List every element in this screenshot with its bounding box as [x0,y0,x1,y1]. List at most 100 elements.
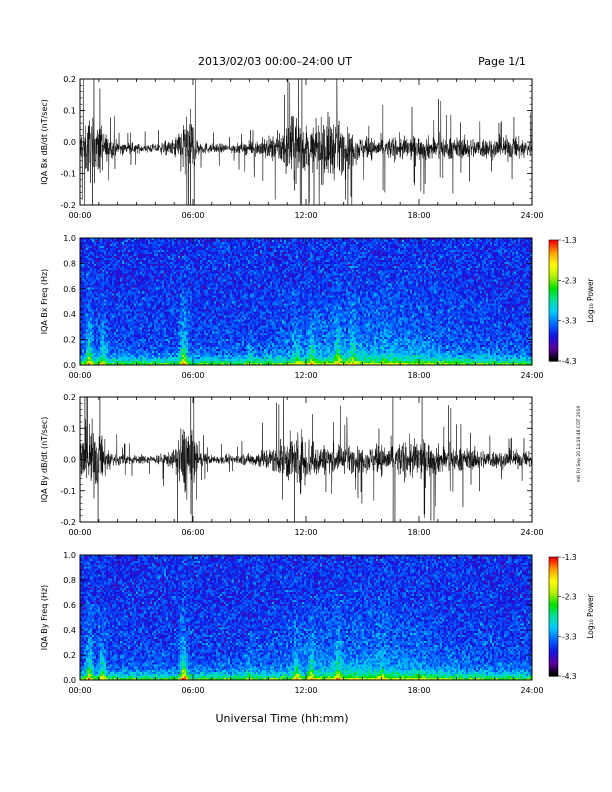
bx-spectrogram-colorbar-label: Log₁₀ Power [586,277,595,322]
bx-spectrogram-y-tick-label: 0.8 [63,259,76,268]
bx-spectrogram-colorbar-cell [549,328,558,332]
bx-spectrogram-colorbar-cell [549,274,558,277]
by-spectrogram-colorbar-cell [549,638,558,641]
by-spectrogram-y-tick-label: 0.2 [63,651,76,660]
bx-spectrogram-colorbar-cell [549,254,558,257]
by-spectrogram-colorbar-cell [549,560,558,564]
by-waveform-x-tick-label: 06:00 [181,528,204,537]
bx-spectrogram-colorbar-cell [549,348,558,352]
by-spectrogram-colorbar-label: Log₁₀ Power [586,593,595,638]
by-spectrogram-colorbar-cell [549,670,558,673]
bx-spectrogram-colorbar-cell [549,324,558,328]
by-spectrogram-colorbar-cell [549,588,558,592]
bx-spectrogram-colorbar-cell [549,284,558,287]
by-spectrogram-colorbar-cell [549,574,558,578]
by-spectrogram-colorbar-tick-label: -1.3 [562,553,577,562]
by-spectrogram-colorbar-cell [549,558,558,562]
by-spectrogram-colorbar-cell [549,648,558,651]
by-spectrogram-colorbar-cell [549,576,558,580]
bx-spectrogram-x-tick-label: 06:00 [181,371,204,380]
bx-spectrogram-colorbar-cell [549,340,558,344]
panels: 00:00 06:00 12:00 18:00 24:00 0.2 0.1 0.0 -0.1 -0… [40,75,595,695]
by-spectrogram-colorbar-cell [549,628,558,631]
bx-spectrogram-colorbar-cell [549,320,558,324]
bx-spectrogram-x-tick-label: 12:00 [294,371,317,380]
by-waveform-x-tick-label: 00:00 [68,528,91,537]
by-spectrogram-colorbar-cell [549,652,558,655]
bx-spectrogram-colorbar-tick-label: -2.3 [562,276,577,285]
by-spectrogram-colorbar-cell [549,666,558,669]
by-spectrogram-colorbar-cell [549,632,558,635]
bx-spectrogram-colorbar-cell [549,304,558,308]
by-spectrogram-colorbar-cell [549,596,558,600]
by-spectrogram-x-tick-label: 06:00 [181,686,204,695]
bx-spectrogram-colorbar-cell [549,266,558,269]
bx-spectrogram-y-tick-label: 0.4 [63,310,76,319]
by-waveform-y-tick-label: 0.0 [63,456,76,465]
by-spectrogram-colorbar-cell [549,624,558,628]
by-spectrogram-x-tick-label: 18:00 [407,686,430,695]
bx-spectrogram-colorbar-cell [549,310,558,314]
bx-waveform-y-tick-label: 0.0 [63,138,76,147]
by-spectrogram-colorbar-cell [549,626,558,629]
bx-waveform-trace [80,79,532,205]
by-spectrogram-colorbar-cell [549,620,558,624]
bx-spectrogram-colorbar-cell [549,350,558,354]
by-spectrogram-image [80,555,532,680]
by-spectrogram-colorbar-tick-label: -2.3 [562,593,577,602]
bx-spectrogram-colorbar-cell [549,314,558,318]
bx-spectrogram-colorbar-cell [549,248,558,251]
timestamp-note: mit Fri Sep 20 14:19:48 CDT 2019 [576,406,582,483]
bx-spectrogram-colorbar-cell [549,282,558,285]
bx-spectrogram-y-tick-label: 0.0 [63,361,76,370]
bx-spectrogram-colorbar-cell [549,268,558,271]
by-spectrogram-colorbar-cell [549,562,558,566]
bx-spectrogram-colorbar-cell [549,292,558,296]
by-waveform-y-label: IQA By dB/dt (nT/sec) [40,417,49,503]
bx-spectrogram-colorbar-tick-label: -3.3 [562,317,577,326]
by-spectrogram-colorbar-cell [549,616,558,620]
by-spectrogram-colorbar-cell [549,598,558,602]
bx-spectrogram-colorbar-cell [549,278,558,281]
by-spectrogram-colorbar-cell [549,566,558,570]
by-spectrogram-colorbar-cell [549,658,558,661]
bx-spectrogram-colorbar-cell [549,332,558,336]
bx-waveform-x-tick-label: 24:00 [520,211,543,220]
bx-spectrogram-x-tick-label: 00:00 [68,371,91,380]
bx-spectrogram-colorbar-cell [549,302,558,306]
by-spectrogram-colorbar-cell [549,602,558,606]
bx-spectrogram-image [80,238,532,365]
by-spectrogram-colorbar-cell [549,590,558,594]
by-spectrogram-colorbar-cell [549,610,558,614]
bx-waveform-y-tick-label: 0.1 [63,107,76,116]
by-waveform-y-tick-label: -0.1 [60,487,76,496]
bx-spectrogram-colorbar-tick-label: -4.3 [562,357,577,366]
bx-waveform-y-tick-label: -0.2 [60,201,76,210]
by-waveform-x-tick-label: 18:00 [407,528,430,537]
by-spectrogram-colorbar-cell [549,572,558,576]
by-spectrogram-y-tick-label: 1.0 [63,551,76,560]
bx-spectrogram-colorbar-cell [549,312,558,316]
bx-spectrogram-colorbar-cell [549,240,558,243]
bx-spectrogram-colorbar-cell [549,242,558,245]
bx-spectrogram-colorbar-cell [549,356,558,360]
by-spectrogram-colorbar-cell [549,674,558,677]
by-spectrogram-colorbar-cell [549,662,558,665]
by-spectrogram-colorbar-cell [549,584,558,588]
bx-spectrogram-colorbar-cell [549,352,558,356]
by-spectrogram-colorbar-cell [549,630,558,633]
by-spectrogram-colorbar-cell [549,636,558,639]
by-spectrogram-colorbar-cell [549,578,558,582]
bx-spectrogram-colorbar-cell [549,334,558,338]
bx-spectrogram-y-tick-label: 0.6 [63,285,76,294]
by-spectrogram-colorbar-cell [549,604,558,608]
by-spectrogram-x-tick-label: 00:00 [68,686,91,695]
by-spectrogram-colorbar-cell [549,612,558,616]
bx-spectrogram-colorbar-cell [549,272,558,275]
by-spectrogram-colorbar-cell [549,564,558,568]
by-spectrogram-colorbar-cell [549,600,558,604]
by-spectrogram-colorbar-cell [549,644,558,647]
bx-spectrogram-colorbar-cell [549,294,558,298]
by-spectrogram-colorbar-cell [549,672,558,675]
